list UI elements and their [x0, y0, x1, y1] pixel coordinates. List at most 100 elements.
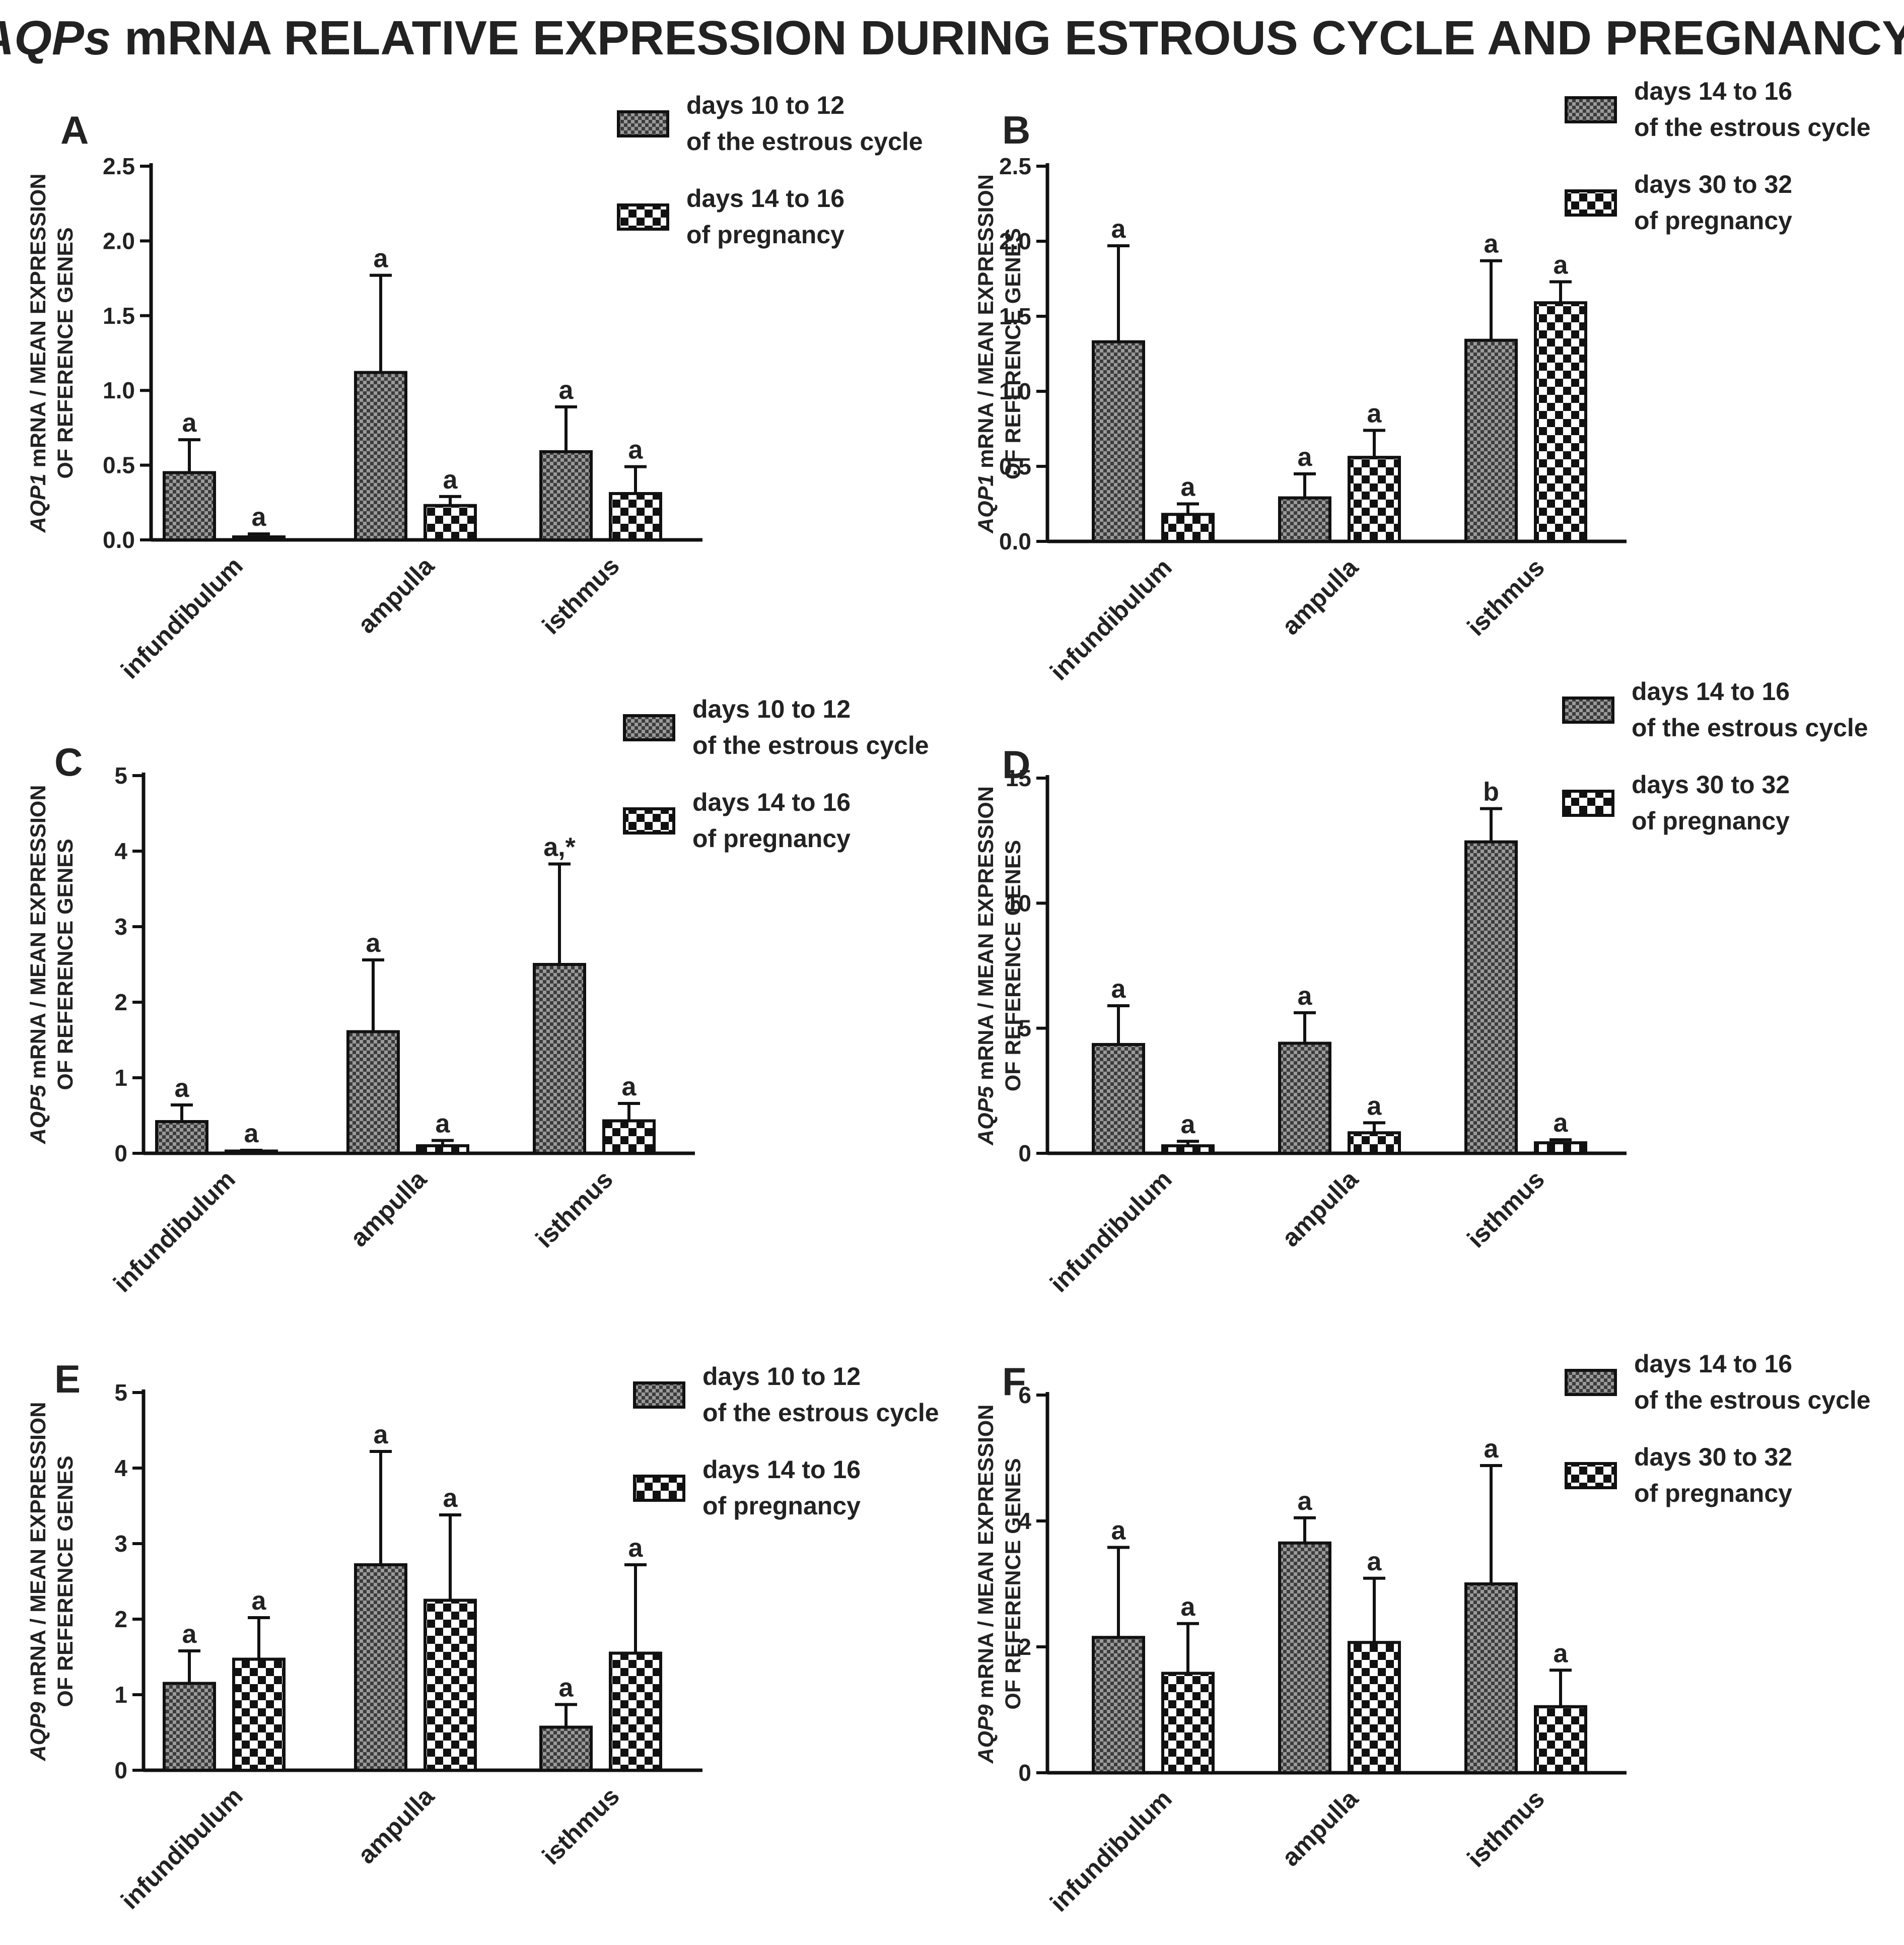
bar-infundibulum-1 [163, 1682, 216, 1772]
bar-isthmus-1 [539, 450, 593, 541]
bar-isthmus-1 [539, 1725, 593, 1772]
bar-ampulla-2 [424, 504, 477, 542]
x-category-label: infundibulum [1044, 553, 1177, 685]
legend-swatch [1562, 697, 1614, 724]
significance-label: a [443, 1484, 458, 1513]
significance-label: a [1181, 1592, 1196, 1622]
significance-label: a [252, 1586, 267, 1616]
bar-infundibulum-1 [163, 471, 216, 541]
legend-label: days 14 to 16 [1634, 1350, 1792, 1378]
legend-label: days 14 to 16 [1632, 677, 1790, 706]
panel-letter: E [54, 1357, 81, 1401]
significance-label: a [1111, 1516, 1126, 1546]
figure-title: AQPs mRNA RELATIVE EXPRESSION DURING EST… [0, 11, 1904, 65]
y-tick-label: 3 [114, 914, 127, 940]
y-axis-label-line2: OF REFERENCE GENES [1001, 228, 1025, 479]
legend-label: of pregnancy [686, 221, 844, 249]
y-tick-label: 2.0 [103, 228, 135, 254]
significance-label: a [436, 1109, 451, 1139]
y-axis-gene: AQP9 [974, 1704, 998, 1764]
significance-label: a [1554, 1108, 1569, 1138]
y-axis-label-line1: mRNA / MEAN EXPRESSION [26, 1402, 50, 1702]
y-axis-label: AQP9 mRNA / MEAN EXPRESSION [974, 1405, 998, 1764]
legend-swatch [623, 714, 675, 741]
y-tick-label: 1 [114, 1682, 127, 1708]
y-axis-label-line1: mRNA / MEAN EXPRESSION [974, 786, 998, 1086]
bar-infundibulum-1 [155, 1120, 208, 1155]
x-category-label: ampulla [352, 1781, 440, 1869]
legend-label: of pregnancy [692, 824, 851, 853]
legend-label: of pregnancy [1634, 206, 1792, 235]
y-axis-label-line2: OF REFERENCE GENES [53, 227, 78, 478]
bar-infundibulum-2 [1161, 513, 1215, 543]
bar-ampulla-2 [1348, 456, 1401, 543]
legend-label: of the estrous cycle [1632, 714, 1868, 742]
legend-label: days 10 to 12 [692, 695, 851, 723]
bar-ampulla-2 [1348, 1131, 1401, 1155]
legend-swatch [1565, 1369, 1617, 1396]
legend-label: days 30 to 32 [1634, 170, 1792, 198]
panel-letter: B [1002, 108, 1030, 152]
x-category-label: infundibulum [115, 1782, 248, 1914]
significance-label: a [1554, 1639, 1569, 1668]
y-axis-label: AQP1 mRNA / MEAN EXPRESSION [26, 174, 50, 533]
bar-infundibulum-1 [1092, 1636, 1145, 1774]
legend-swatch [1565, 189, 1617, 217]
y-axis-label-line2: OF REFERENCE GENES [53, 1455, 78, 1707]
bar-infundibulum-2 [232, 1657, 286, 1772]
x-category-label: infundibulum [1044, 1784, 1177, 1917]
y-tick-label: 0 [1018, 1140, 1031, 1166]
significance-label: a [244, 1119, 259, 1148]
y-axis-label-line1: mRNA / MEAN EXPRESSION [26, 174, 50, 474]
y-tick-label: 4 [114, 1455, 127, 1481]
x-category-label: isthmus [537, 1782, 625, 1870]
significance-label: a [628, 436, 644, 465]
y-axis-gene: AQP5 [974, 1086, 998, 1146]
bar-isthmus-2 [1534, 301, 1587, 543]
x-category-label: ampulla [352, 551, 440, 639]
legend-label: of the estrous cycle [1634, 1386, 1871, 1414]
legend-swatch [633, 1475, 685, 1502]
significance-label: a [628, 1534, 644, 1563]
bar-ampulla-1 [354, 1563, 407, 1772]
significance-label: a [1298, 1487, 1313, 1516]
panel-letter: C [54, 740, 83, 784]
y-tick-label: 2 [114, 989, 127, 1015]
bar-infundibulum-1 [1092, 340, 1145, 543]
significance-label: a,* [543, 833, 576, 862]
panel-letter: A [60, 108, 89, 152]
bar-isthmus-2 [602, 1119, 656, 1155]
legend-label: days 10 to 12 [702, 1362, 861, 1391]
significance-label: a [1484, 230, 1499, 259]
significance-label: a [622, 1072, 637, 1101]
y-tick-label: 1.5 [999, 303, 1031, 329]
significance-label: a [182, 408, 197, 438]
y-axis-label-line2: OF REFERENCE GENES [1001, 840, 1025, 1091]
significance-label: a [559, 1674, 574, 1703]
legend-label: of the estrous cycle [702, 1399, 939, 1427]
legend-label: of the estrous cycle [1634, 113, 1871, 142]
y-tick-label: 2 [114, 1606, 127, 1632]
y-tick-label: 5 [1018, 1015, 1031, 1041]
legend-label: of pregnancy [1632, 807, 1790, 835]
y-tick-label: 5 [114, 1379, 127, 1406]
significance-label: a [443, 465, 458, 495]
legend-swatch [623, 807, 675, 835]
y-axis-gene: AQP1 [974, 474, 998, 534]
bar-isthmus-1 [1464, 840, 1518, 1155]
significance-label: b [1483, 778, 1499, 807]
bar-isthmus-2 [609, 1651, 662, 1772]
x-category-label: isthmus [1462, 553, 1550, 641]
significance-label: a [1367, 1547, 1382, 1576]
y-tick-label: 0.5 [103, 452, 135, 478]
bar-ampulla-2 [424, 1599, 477, 1772]
bar-ampulla-1 [354, 371, 407, 541]
y-tick-label: 1.0 [103, 377, 135, 403]
x-category-label: infundibulum [115, 551, 248, 684]
y-axis-label-line1: mRNA / MEAN EXPRESSION [974, 1405, 998, 1705]
legend-label: days 14 to 16 [1634, 77, 1792, 105]
y-axis-label: AQP1 mRNA / MEAN EXPRESSION [974, 174, 998, 534]
